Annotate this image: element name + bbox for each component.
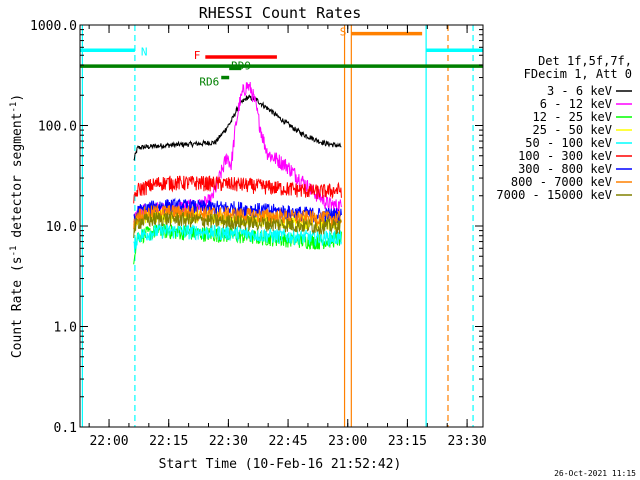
legend-header-line-2: FDecim 1, Att 0: [524, 67, 632, 81]
footer-date: 26-Oct-2021 11:15: [554, 469, 636, 478]
x-tick-label: 22:45: [268, 434, 307, 449]
legend-entry-label: 50 - 100 keV: [525, 136, 612, 150]
x-tick-label: 23:00: [328, 434, 367, 449]
flag-label: S: [340, 26, 347, 39]
x-tick-label: 22:00: [89, 434, 128, 449]
x-tick-label: 22:30: [209, 434, 248, 449]
legend: Det 1f,5f,7f, FDecim 1, Att 0 3 - 6 keV6…: [496, 54, 632, 202]
y-tick-label: 1.0: [54, 321, 77, 336]
chart-title: RHESSI Count Rates: [199, 4, 362, 22]
legend-entry-label: 300 - 800 keV: [518, 162, 612, 176]
series-layer: [133, 81, 342, 265]
legend-entry-label: 12 - 25 keV: [533, 110, 612, 124]
legend-entry-label: 3 - 6 keV: [547, 84, 612, 98]
flag-label: RD6: [199, 76, 219, 89]
y-tick-label: 1000.0: [30, 19, 77, 34]
x-axis-label: Start Time (10-Feb-16 21:52:42): [159, 457, 402, 472]
legend-entry-label: 6 - 12 keV: [540, 97, 612, 111]
flag-label: N: [141, 45, 148, 58]
x-tick-label: 23:15: [388, 434, 427, 449]
instrument-flag-layer: NSFRD9RD6: [80, 25, 483, 427]
series-line: [133, 175, 342, 204]
y-axis-label: Count Rate (s-1 detector segment-1): [9, 94, 25, 358]
legend-entry-label: 7000 - 15000 keV: [496, 188, 612, 202]
legend-entry-label: 25 - 50 keV: [533, 123, 612, 137]
y-tick-label: 10.0: [46, 220, 77, 235]
legend-entry-label: 100 - 300 keV: [518, 149, 612, 163]
x-tick-label: 22:15: [149, 434, 188, 449]
legend-entry-label: 800 - 7000 keV: [511, 175, 612, 189]
series-line: [133, 205, 342, 231]
y-tick-label: 0.1: [54, 421, 77, 436]
legend-header-line-1: Det 1f,5f,7f,: [538, 54, 632, 68]
series-line: [133, 209, 342, 239]
y-tick-label: 100.0: [38, 120, 77, 135]
x-tick-label: 23:30: [448, 434, 487, 449]
flag-label: F: [194, 49, 201, 62]
axes-layer: 0.1 1.0 10.0 100.0 1000.0 22:00 22:15 22:30 22:4…: [30, 19, 487, 449]
series-line: [133, 94, 342, 161]
series-line: [133, 222, 342, 253]
